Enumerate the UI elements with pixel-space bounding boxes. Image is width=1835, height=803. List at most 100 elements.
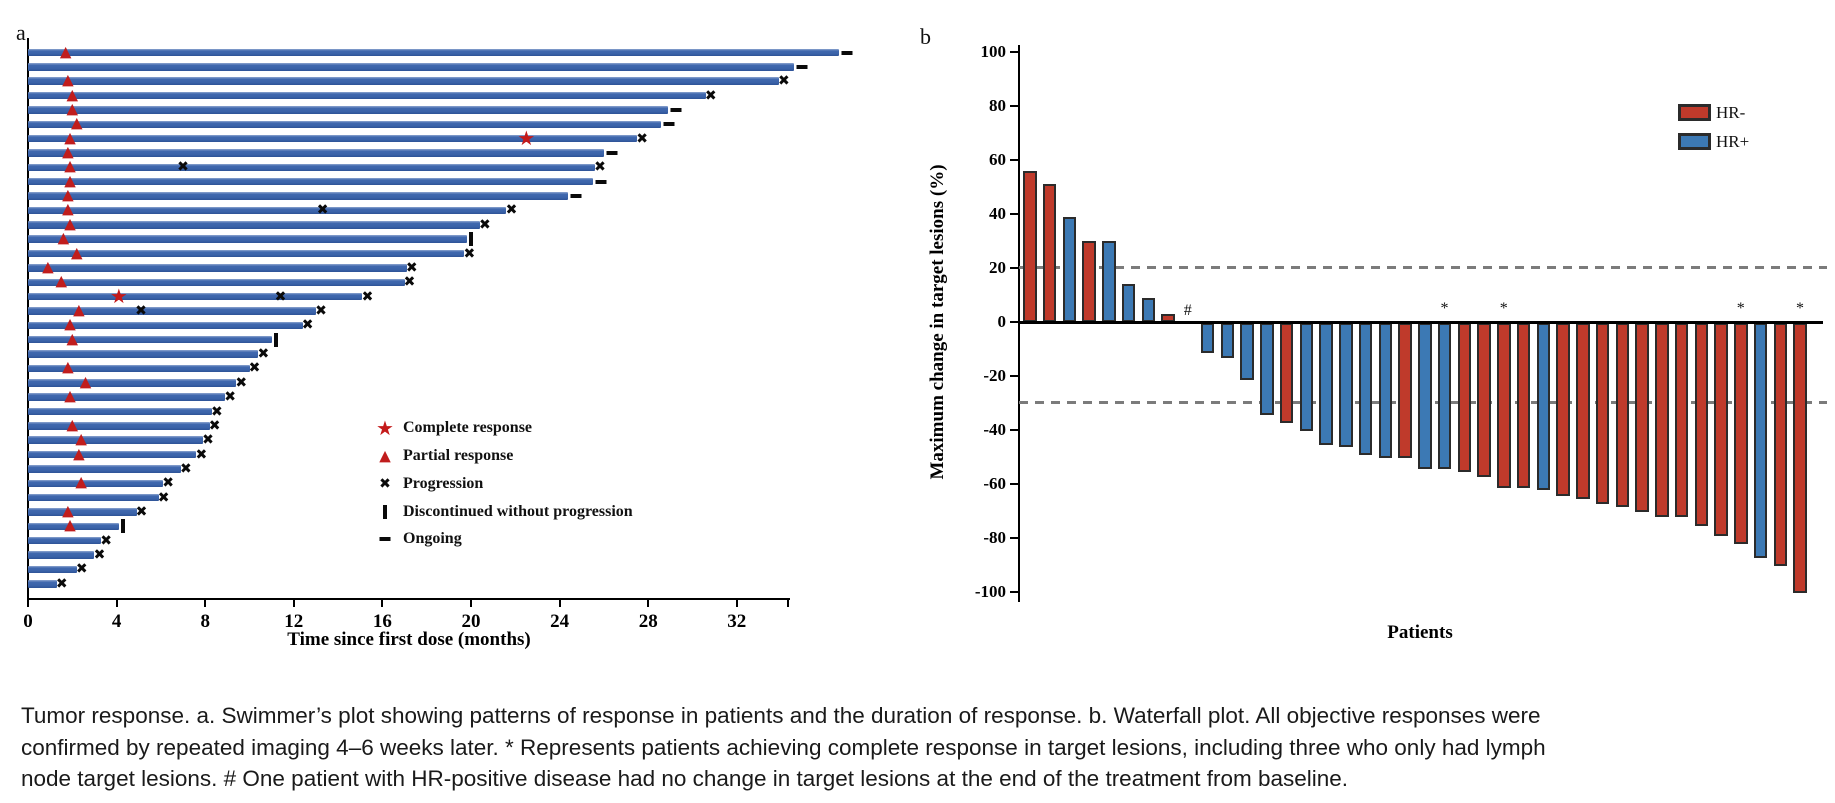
- progression-x-icon: ✖: [210, 403, 223, 420]
- waterfall-bar: [1655, 323, 1669, 518]
- swimmer-x-tick: [381, 599, 384, 607]
- partial-response-triangle-icon: ▲: [75, 429, 87, 448]
- waterfall-y-tick: [1010, 159, 1018, 161]
- waterfall-bar: [1615, 323, 1629, 507]
- progression-x-icon: ✖: [162, 475, 174, 492]
- swimmer-bar: [28, 177, 593, 186]
- swimmer-bar: [28, 379, 237, 387]
- partial-response-triangle-icon: ▲: [64, 156, 76, 175]
- progression-x-icon: ✖: [316, 202, 329, 219]
- progression-x-icon: ✖: [257, 346, 270, 363]
- swimmer-x-tick-label: 16: [372, 611, 392, 632]
- waterfall-y-tick-label: 100: [980, 42, 1007, 61]
- waterfall-y-tick: [1010, 321, 1018, 323]
- waterfall-bar: [1793, 323, 1807, 593]
- discontinued-bar-icon: [468, 232, 473, 247]
- swimmer-x-tick: [735, 599, 738, 607]
- waterfall-y-tick-label: 80: [989, 96, 1006, 115]
- swimmer-x-axis-line: [27, 598, 790, 600]
- partial-response-triangle-icon: ▲: [62, 357, 74, 376]
- waterfall-y-tick: [1010, 537, 1018, 539]
- swimmer-x-tick-label: 24: [550, 611, 570, 632]
- swimmer-bar: [28, 91, 706, 100]
- swimmer-bar: [28, 493, 159, 502]
- waterfall-bar: [1477, 323, 1491, 477]
- progression-x-icon: ✖: [235, 374, 248, 391]
- progression-x-icon: ✖: [157, 489, 170, 506]
- waterfall-bar: [1418, 323, 1432, 469]
- legend-hr-positive-swatch: [1678, 133, 1711, 150]
- waterfall-bar: [1516, 323, 1531, 488]
- progression-x-icon: ✖: [594, 159, 606, 176]
- swimmer-x-tick-label: 20: [461, 611, 481, 632]
- legend-discontinued-icon: [383, 505, 387, 519]
- waterfall-y-tick-label: -40: [983, 420, 1006, 439]
- swimmer-x-tick: [647, 599, 650, 607]
- swimmer-bar: [28, 321, 303, 330]
- ongoing-dash-icon: [670, 107, 682, 112]
- waterfall-bar: [1121, 284, 1136, 322]
- swimmer-bar: [28, 249, 465, 258]
- complete-response-asterisk-flag: *: [1499, 300, 1508, 317]
- partial-response-triangle-icon: ▲: [59, 42, 72, 60]
- partial-response-triangle-icon: ▲: [42, 257, 54, 276]
- swimmer-bar: [28, 422, 210, 430]
- waterfall-bar: [1200, 323, 1215, 353]
- progression-x-icon: ✖: [463, 245, 476, 262]
- waterfall-y-tick: [1010, 483, 1018, 485]
- waterfall-y-tick-label: 0: [997, 312, 1007, 331]
- waterfall-bar: [1299, 323, 1313, 431]
- partial-response-triangle-icon: ▲: [66, 329, 79, 348]
- swimmer-bar: [28, 221, 480, 229]
- legend-label: HR+: [1716, 132, 1750, 151]
- progression-x-icon: ✖: [405, 259, 418, 276]
- swimmer-bar: [28, 580, 57, 588]
- swimmer-x-tick: [292, 599, 295, 607]
- waterfall-x-axis-title: Patients: [1387, 622, 1453, 643]
- partial-response-triangle-icon: ▲: [64, 386, 76, 405]
- swimmer-bar: [28, 364, 250, 373]
- panel-b-label: b: [920, 24, 931, 49]
- waterfall-bar: [1319, 323, 1333, 445]
- progression-x-icon: ✖: [75, 561, 88, 578]
- progression-x-icon: ✖: [224, 389, 236, 406]
- caption-line-3: node target lesions. # One patient with …: [21, 766, 1349, 791]
- complete-response-asterisk-flag: *: [1796, 300, 1804, 317]
- progression-x-icon: ✖: [505, 202, 518, 219]
- swimmer-bar: [28, 63, 795, 71]
- panel-a-label: a: [16, 20, 26, 45]
- partial-response-triangle-icon: ▲: [64, 171, 76, 190]
- legend-x-icon: ✖: [379, 476, 391, 492]
- partial-response-triangle-icon: ▲: [62, 199, 74, 218]
- swimmer-bar: [28, 393, 226, 401]
- waterfall-bar: [1378, 323, 1392, 458]
- swimmer-bar: [28, 450, 197, 459]
- ongoing-dash-icon: [663, 122, 675, 127]
- discontinued-bar-icon: [120, 519, 125, 534]
- progression-x-icon: ✖: [301, 317, 314, 334]
- progression-x-icon: ✖: [195, 446, 208, 463]
- swimmer-bar: [28, 206, 507, 215]
- waterfall-bar: [1062, 216, 1076, 322]
- waterfall-bar: [1220, 323, 1234, 359]
- waterfall-bar: [1497, 323, 1511, 488]
- waterfall-y-tick: [1010, 591, 1018, 593]
- waterfall-bar: [1635, 323, 1649, 512]
- swimmer-x-tick-label: 4: [111, 611, 122, 632]
- waterfall-bar: [1734, 323, 1748, 545]
- legend-ongoing-icon: [379, 537, 391, 541]
- partial-response-triangle-icon: ▲: [55, 271, 67, 290]
- swimmer-x-tick: [27, 599, 29, 607]
- waterfall-zero-line: [1018, 321, 1823, 324]
- waterfall-y-tick-label: -20: [983, 366, 1006, 385]
- swimmer-bar: [28, 335, 272, 344]
- waterfall-y-tick: [1010, 267, 1018, 269]
- swimmer-bar: [28, 149, 604, 157]
- progression-x-icon: ✖: [361, 288, 374, 305]
- swimmer-bar: [28, 278, 405, 286]
- complete-response-asterisk-flag: *: [1440, 300, 1449, 317]
- swimmer-x-tick: [204, 599, 207, 607]
- waterfall-bar: [1576, 323, 1590, 499]
- swimmer-x-tick-label: 12: [284, 611, 304, 632]
- progression-x-icon: ✖: [778, 73, 790, 90]
